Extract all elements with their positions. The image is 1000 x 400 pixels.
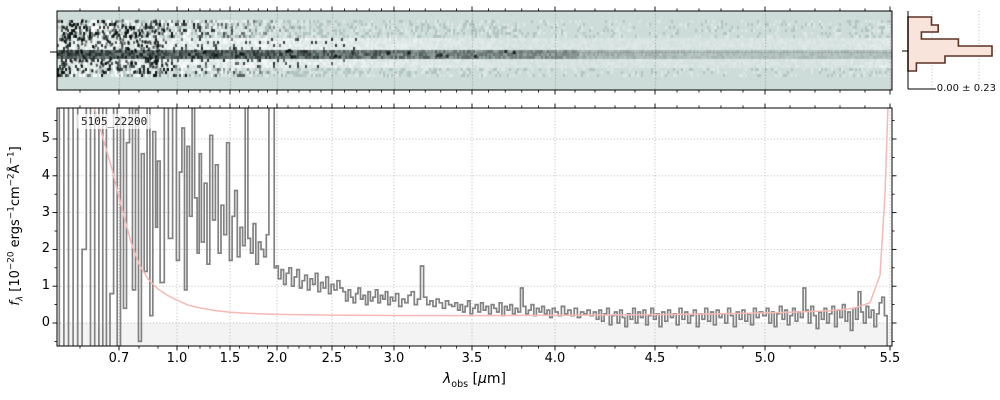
below-zero-band (57, 323, 892, 346)
axis-label-part: λ (15, 295, 26, 302)
twod-spectrum-image (57, 11, 892, 90)
axis-label-part: μ (478, 371, 487, 387)
histogram-stats-label: 0.00 ± 0.23 (936, 83, 996, 94)
y-tick-label: 1 (41, 278, 50, 294)
x-tick-label: 2.5 (321, 351, 343, 366)
axis-label-part: cm (7, 186, 23, 207)
x-tick-label: 0.7 (108, 351, 130, 366)
axis-label-part: [10 (7, 270, 23, 296)
axis-label-part: obs (451, 378, 469, 390)
x-axis-label: λobs [μm] (57, 371, 892, 390)
axis-label-part: m] (486, 371, 507, 387)
y-tick-label: 5 (41, 131, 50, 146)
axis-label-part: λ (442, 371, 452, 387)
x-tick-label: 2.0 (266, 351, 288, 366)
x-tick-label: 4.0 (544, 351, 566, 366)
x-tick-label: 5.0 (754, 351, 776, 366)
main-plot-spines (56, 107, 893, 347)
y-axis-label: fλ [10−20 ergs−1cm−2Å−1] (7, 146, 26, 305)
axis-label-part: −2 (6, 173, 17, 187)
x-tick-label: 1.5 (219, 351, 241, 366)
axis-label-part: ] (7, 146, 23, 152)
axis-label-part: f (7, 301, 23, 306)
x-tick-label: 1.0 (166, 351, 188, 366)
x-tick-label: 3.0 (383, 351, 405, 366)
axis-label-part: −1 (6, 206, 17, 220)
y-tick-label: 4 (41, 167, 50, 183)
x-tick-label: 5.5 (879, 351, 901, 366)
object-id-label: 5105_22200 (77, 114, 152, 129)
x-tick-label: 4.5 (644, 351, 666, 366)
y-tick-label: 2 (41, 241, 50, 257)
axis-label-part: [ (468, 371, 478, 387)
sky-histogram (907, 16, 993, 72)
y-tick-label: 3 (41, 204, 50, 220)
flux-spectrum-line (58, 108, 888, 346)
axis-label-part: ergs (7, 219, 23, 252)
axis-label-part: −1 (6, 151, 17, 165)
x-tick-label: 3.5 (461, 351, 483, 366)
axis-label-part: −20 (6, 251, 17, 271)
axis-label-part: Å (7, 164, 23, 174)
y-tick-label: 0 (41, 315, 50, 330)
